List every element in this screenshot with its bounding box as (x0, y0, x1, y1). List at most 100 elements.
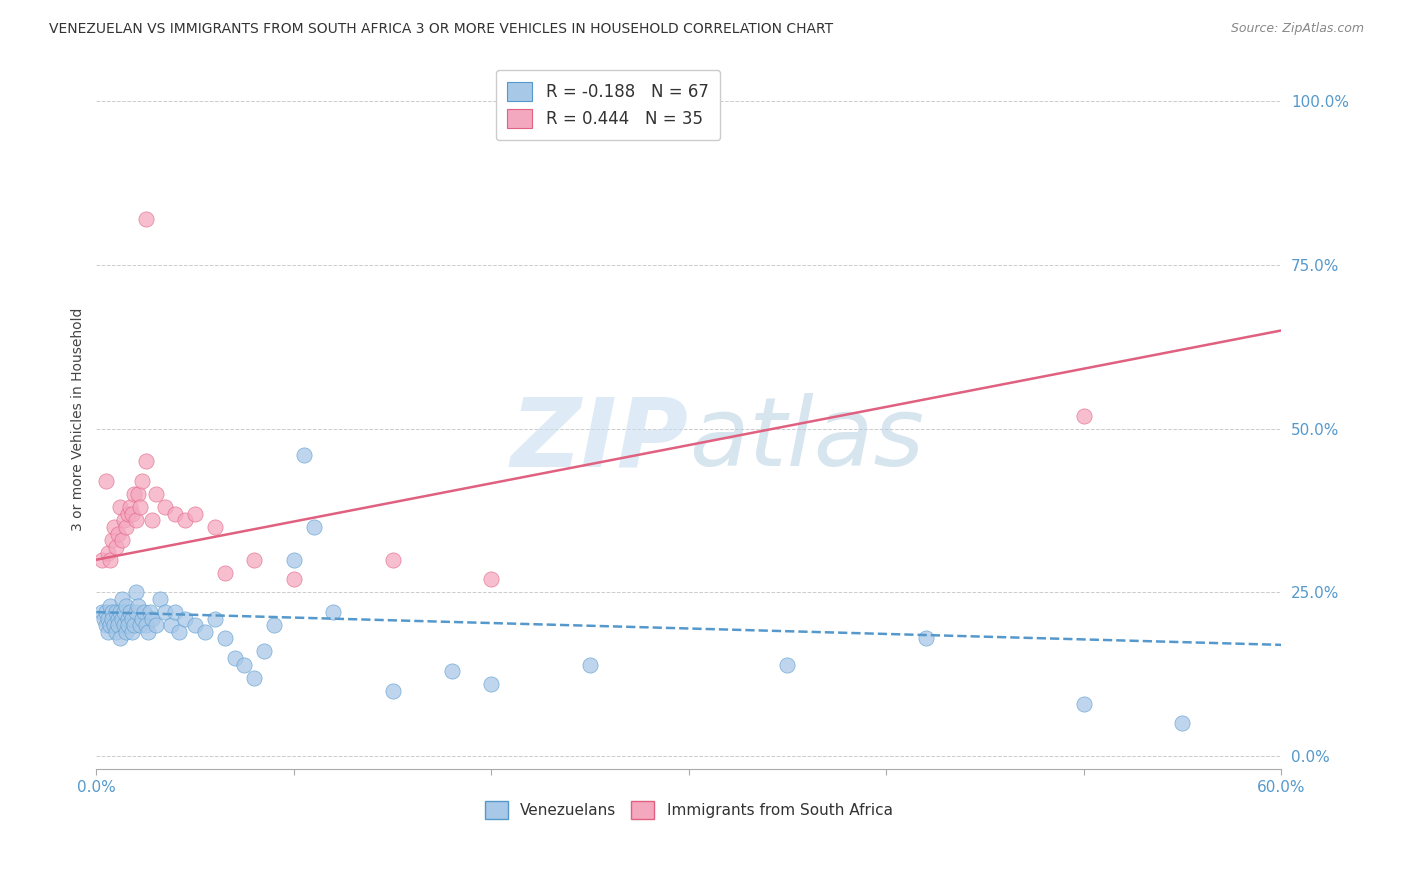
Point (322, 605, 344, 619)
Point (132, 605, 155, 619)
Point (91, 605, 114, 619)
Point (112, 618, 135, 632)
Point (96, 474, 118, 488)
Point (776, 657, 799, 672)
Point (131, 612, 153, 626)
Point (263, 618, 285, 632)
Point (117, 618, 139, 632)
Point (98, 599, 121, 613)
Point (103, 618, 125, 632)
Point (204, 612, 226, 626)
Point (101, 605, 124, 619)
Point (97, 546, 120, 560)
Point (155, 500, 177, 515)
Point (97, 624, 120, 639)
Point (107, 612, 129, 626)
Text: VENEZUELAN VS IMMIGRANTS FROM SOUTH AFRICA 3 OR MORE VEHICLES IN HOUSEHOLD CORRE: VENEZUELAN VS IMMIGRANTS FROM SOUTH AFRI… (49, 22, 834, 37)
Point (105, 605, 128, 619)
Point (98, 552, 121, 566)
Point (108, 632, 131, 646)
Point (91, 552, 114, 566)
Point (283, 552, 305, 566)
Point (160, 618, 183, 632)
Point (108, 500, 131, 515)
Point (135, 454, 157, 468)
Point (131, 474, 153, 488)
Point (184, 507, 207, 521)
Point (127, 487, 149, 501)
Point (174, 612, 197, 626)
Y-axis label: 3 or more Vehicles in Household: 3 or more Vehicles in Household (72, 307, 86, 531)
Text: atlas: atlas (689, 393, 924, 486)
Point (107, 526, 129, 541)
Point (112, 605, 135, 619)
Point (381, 683, 404, 698)
Legend: Venezuelans, Immigrants from South Africa: Venezuelans, Immigrants from South Afric… (478, 795, 898, 825)
Point (105, 540, 128, 554)
Point (579, 657, 602, 672)
Point (125, 513, 148, 527)
Point (98, 618, 121, 632)
Point (111, 533, 134, 547)
Point (302, 520, 325, 534)
Point (253, 644, 276, 658)
Point (107, 618, 129, 632)
Point (121, 624, 143, 639)
Point (148, 592, 170, 607)
Point (155, 605, 177, 619)
Point (243, 671, 266, 685)
Point (115, 520, 138, 534)
Point (128, 500, 150, 515)
Point (1073, 697, 1095, 711)
Point (233, 657, 256, 672)
Point (169, 624, 191, 639)
Point (135, 618, 157, 632)
Point (145, 618, 167, 632)
Point (117, 612, 139, 626)
Point (138, 605, 160, 619)
Point (121, 612, 143, 626)
Point (194, 624, 217, 639)
Point (381, 552, 404, 566)
Point (112, 513, 135, 527)
Point (93, 612, 115, 626)
Point (127, 599, 149, 613)
Point (283, 573, 305, 587)
Point (204, 520, 226, 534)
Point (108, 605, 131, 619)
Point (136, 624, 159, 639)
Point (105, 624, 128, 639)
Point (111, 592, 134, 607)
Point (479, 573, 502, 587)
Point (125, 605, 148, 619)
Point (1073, 409, 1095, 423)
Point (111, 612, 134, 626)
Point (145, 487, 167, 501)
Point (115, 599, 138, 613)
Point (165, 507, 187, 521)
Point (118, 605, 141, 619)
Point (117, 507, 139, 521)
Point (1171, 716, 1194, 731)
Point (128, 618, 150, 632)
Point (914, 632, 936, 646)
Text: Source: ZipAtlas.com: Source: ZipAtlas.com (1230, 22, 1364, 36)
Point (96, 618, 118, 632)
Point (121, 507, 143, 521)
Point (125, 585, 148, 599)
Point (243, 552, 266, 566)
Point (101, 533, 124, 547)
Point (122, 618, 145, 632)
Point (135, 212, 157, 227)
Point (214, 566, 236, 580)
Point (97, 612, 120, 626)
Point (165, 605, 187, 619)
Point (440, 664, 463, 678)
Point (141, 513, 163, 527)
Text: ZIP: ZIP (510, 393, 689, 486)
Point (224, 651, 246, 665)
Point (141, 612, 163, 626)
Point (479, 677, 502, 691)
Point (101, 612, 124, 626)
Point (115, 624, 138, 639)
